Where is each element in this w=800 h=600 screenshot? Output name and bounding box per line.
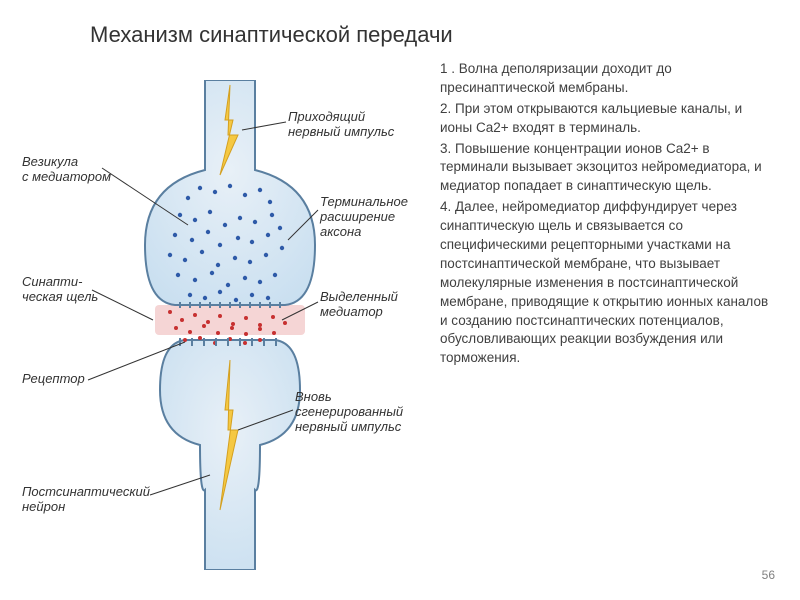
label-receptor: Рецептор (22, 372, 85, 387)
label-postsynaptic: Постсинаптическийнейрон (22, 485, 150, 515)
step-2: 2. При этом открываются кальциевые канал… (440, 100, 775, 138)
synapse-diagram: Везикулас медиатором Синапти-ческая щель… (20, 80, 420, 570)
page-number: 56 (762, 568, 775, 582)
label-synaptic-cleft: Синапти-ческая щель (22, 275, 98, 305)
step-4: 4. Далее, нейромедиатор диффундирует чер… (440, 198, 775, 368)
step-3: 3. Повышение концентрации ионов Ca2+ в т… (440, 140, 775, 197)
label-terminal: Терминальноерасширениеаксона (320, 195, 408, 240)
label-new-impulse: Вновьсгенерированныйнервный импульс (295, 390, 403, 435)
explanation-text: 1 . Волна деполяризации доходит до преси… (440, 60, 775, 370)
label-incoming: Приходящийнервный импульс (288, 110, 394, 140)
step-1: 1 . Волна деполяризации доходит до преси… (440, 60, 775, 98)
label-mediator: Выделенныймедиатор (320, 290, 398, 320)
page-title: Механизм синаптической передачи (90, 22, 453, 48)
label-vesicle: Везикулас медиатором (22, 155, 111, 185)
